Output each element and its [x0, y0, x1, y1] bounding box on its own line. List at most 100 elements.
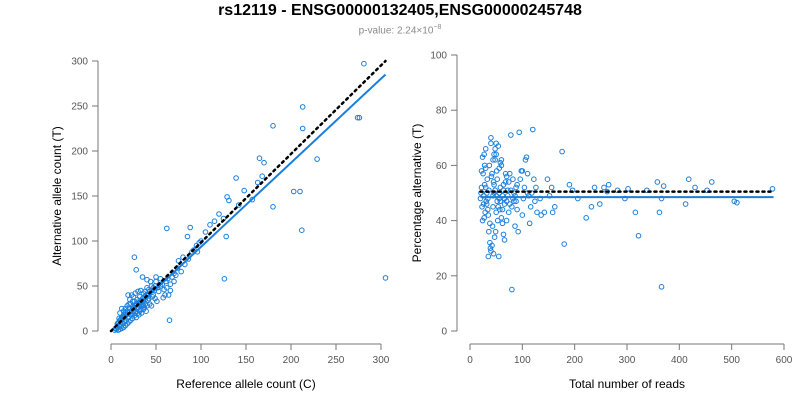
data-point: [500, 231, 507, 238]
data-point: [656, 209, 663, 216]
data-point: [583, 215, 589, 221]
data-point: [692, 184, 698, 191]
data-point: [682, 201, 689, 207]
right-x-tick-label: 500: [723, 355, 740, 366]
data-point: [488, 173, 495, 180]
left-y-tick-label: 200: [71, 147, 88, 158]
data-point: [131, 254, 138, 261]
right-plot-y-ticks: 0 20 40 60 80 100: [430, 51, 457, 338]
data-point: [685, 176, 692, 182]
data-point: [187, 224, 193, 231]
data-point: [299, 125, 306, 132]
data-point: [591, 184, 598, 191]
data-point: [483, 201, 490, 207]
data-point: [491, 181, 497, 188]
left-y-tick-label: 150: [71, 192, 88, 203]
data-point: [167, 281, 174, 288]
data-point: [658, 284, 665, 290]
data-point: [527, 204, 534, 210]
data-point: [493, 168, 500, 174]
data-point: [254, 179, 261, 186]
right-plot-y-label: Percentage alternative (T): [410, 124, 424, 263]
data-point: [481, 162, 488, 169]
data-point: [487, 245, 494, 251]
data-point: [544, 176, 551, 182]
data-point: [566, 181, 573, 188]
data-point: [480, 201, 487, 207]
data-point: [497, 159, 504, 166]
data-point: [601, 184, 607, 191]
left-x-tick-label: 150: [238, 355, 255, 366]
chart-subtitle: p-value: 2.24×10−8: [0, 24, 800, 36]
data-point: [492, 157, 498, 163]
left-plot-fit-line: [110, 73, 387, 332]
data-point: [511, 190, 517, 196]
left-y-tick-label: 300: [71, 57, 88, 68]
data-point: [493, 209, 499, 216]
data-point: [492, 146, 498, 152]
data-point: [524, 170, 531, 177]
right-y-tick-label: 100: [430, 51, 447, 62]
left-y-tick-label: 50: [77, 282, 89, 293]
data-point: [500, 187, 507, 194]
data-point: [489, 242, 495, 249]
data-point: [125, 292, 131, 298]
data-point: [484, 176, 491, 182]
data-point: [259, 173, 266, 179]
data-point: [382, 275, 389, 281]
data-point: [503, 173, 510, 180]
data-point: [644, 187, 650, 194]
data-point: [513, 198, 519, 205]
data-point: [154, 298, 160, 305]
right-plot-x-ticks: 0 100 200 300 400 500 600: [467, 344, 793, 366]
data-point: [485, 253, 492, 260]
data-point: [135, 288, 141, 295]
data-point: [164, 285, 170, 291]
data-point: [516, 129, 522, 136]
data-point: [534, 209, 540, 216]
data-point: [489, 170, 495, 177]
data-point: [515, 228, 521, 235]
data-point: [314, 156, 320, 162]
data-point: [635, 232, 642, 239]
data-point: [270, 204, 276, 210]
data-point: [138, 310, 145, 316]
data-point: [207, 222, 213, 228]
data-point: [497, 198, 504, 205]
data-point: [769, 186, 776, 192]
data-point: [171, 278, 177, 285]
left-y-tick-label: 100: [71, 237, 88, 248]
data-point: [488, 140, 494, 147]
data-point: [494, 176, 501, 182]
data-point: [236, 202, 242, 208]
data-point: [505, 179, 512, 185]
data-point: [499, 220, 506, 227]
data-point: [184, 233, 191, 240]
data-point: [509, 204, 515, 210]
data-point: [133, 267, 139, 273]
data-point: [167, 287, 174, 294]
data-point: [488, 248, 494, 254]
data-point: [521, 184, 528, 191]
data-point: [506, 170, 513, 177]
data-point: [490, 250, 497, 257]
right-y-tick-label: 80: [436, 106, 448, 117]
data-point: [485, 212, 492, 218]
data-point: [223, 233, 229, 240]
left-plot-x-label: Reference allele count (C): [176, 377, 315, 391]
data-point: [361, 60, 367, 67]
data-point: [166, 317, 173, 324]
data-point: [541, 209, 548, 216]
right-x-tick-label: 200: [566, 355, 583, 366]
data-point: [270, 123, 276, 129]
data-point: [493, 151, 499, 158]
data-point: [660, 183, 667, 189]
data-point: [524, 190, 531, 196]
data-point: [625, 186, 631, 192]
right-plot-points: [477, 126, 776, 293]
right-y-tick-label: 40: [436, 216, 448, 227]
left-plot-reference-line: [109, 59, 387, 333]
data-point: [708, 179, 715, 185]
left-y-tick-label: 250: [71, 102, 88, 113]
